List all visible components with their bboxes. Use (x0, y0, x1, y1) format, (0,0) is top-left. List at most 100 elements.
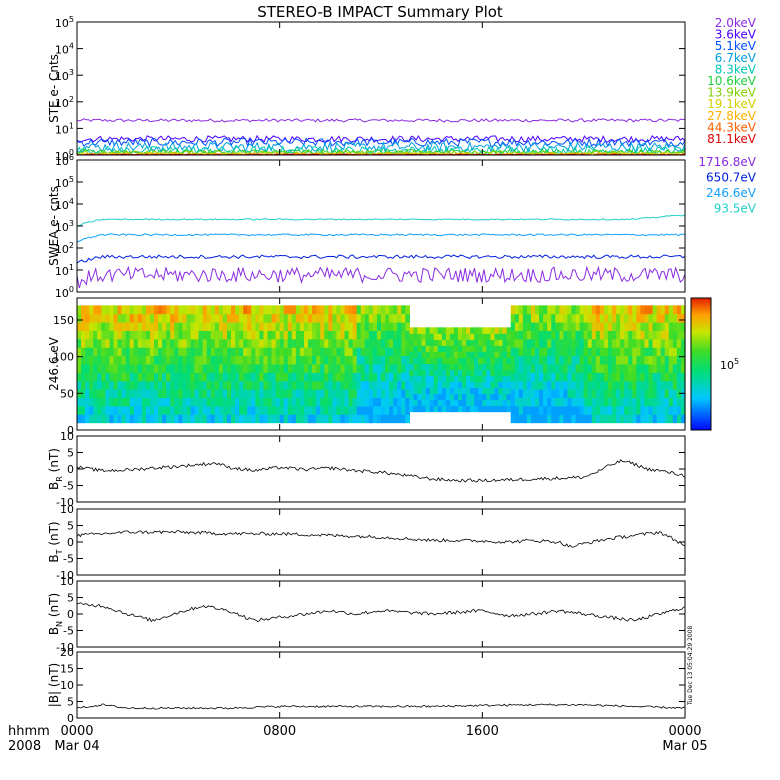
heatmap-cell (372, 380, 378, 390)
heatmap-cell (644, 322, 650, 331)
heatmap-cell (632, 330, 637, 340)
heatmap-cell (486, 387, 492, 395)
heatmap-cell (648, 347, 654, 357)
legend-entry-ste: 5.1keV (715, 39, 757, 53)
heatmap-cell (214, 347, 220, 357)
heatmap-cell (316, 330, 321, 340)
heatmap-cell (474, 387, 479, 395)
heatmap-cell (612, 355, 617, 365)
heatmap-cell (97, 397, 102, 407)
heatmap-cell (539, 405, 544, 415)
heatmap-cell (145, 372, 151, 382)
heatmap-cell (231, 364, 236, 373)
heatmap-cell (226, 397, 232, 407)
heatmap-cell (656, 405, 662, 415)
heatmap-cell (425, 369, 431, 377)
heatmap-cell (579, 322, 585, 331)
heatmap-cell (291, 347, 297, 357)
heatmap-cell (372, 405, 378, 415)
heatmap-cell (429, 333, 435, 340)
heatmap-cell (462, 333, 467, 340)
heatmap-cell (445, 375, 451, 383)
heatmap-cell (640, 313, 646, 323)
heatmap-cell (243, 313, 248, 323)
heatmap-cell (656, 313, 662, 323)
heatmap-cell (462, 351, 467, 358)
heatmap-cell (368, 355, 374, 365)
heatmap-cell (535, 405, 540, 415)
heatmap-cell (571, 405, 577, 415)
heatmap-cell (77, 330, 82, 340)
heatmap-cell (595, 397, 601, 407)
heatmap-cell (287, 347, 293, 357)
heatmap-cell (174, 338, 179, 348)
heatmap-cell (85, 322, 90, 331)
heatmap-cell (154, 397, 159, 407)
heatmap-cell (125, 330, 131, 340)
heatmap-cell (668, 405, 674, 415)
heatmap-cell (543, 347, 548, 357)
heatmap-cell (567, 405, 573, 415)
heatmap-cell (190, 380, 196, 390)
heatmap-cell (259, 414, 265, 424)
heatmap-cell (494, 363, 500, 370)
heatmap-cell (149, 364, 155, 373)
heatmap-cell (482, 405, 487, 413)
heatmap-cell (502, 393, 508, 401)
heatmap-cell (231, 389, 236, 399)
bn-frame (76, 580, 686, 648)
heatmap-cell (243, 397, 248, 407)
heatmap-cell (656, 372, 662, 382)
bt-ytick-label: 0 (67, 536, 74, 549)
heatmap-cell (595, 364, 601, 373)
heatmap-cell (251, 397, 256, 407)
heatmap-cell (287, 313, 293, 323)
heatmap-cell (182, 372, 188, 382)
heatmap-cell (129, 347, 135, 357)
heatmap-cell (445, 387, 451, 395)
legend-entry-swea: 1716.8eV (698, 155, 756, 169)
heatmap-cell (595, 322, 601, 331)
heatmap-cell (81, 305, 86, 315)
heatmap-cell (303, 372, 309, 382)
heatmap-cell (162, 305, 167, 315)
heatmap-cell (591, 330, 597, 340)
heatmap-cell (458, 381, 463, 389)
heatmap-cell (579, 338, 585, 348)
heatmap-cell (624, 313, 629, 323)
heatmap-cell (166, 313, 171, 323)
heatmap-cell (287, 372, 293, 382)
heatmap-cell (579, 389, 585, 399)
heatmap-cell (603, 380, 609, 390)
heatmap-cell (672, 330, 678, 340)
heatmap-cell (449, 381, 455, 389)
colorbar-segment (691, 383, 711, 387)
heatmap-cell (482, 363, 487, 370)
colorbar-segment (691, 311, 711, 314)
heatmap-cell (198, 322, 204, 331)
heatmap-cell (340, 389, 346, 399)
heatmap-cell (595, 347, 601, 357)
heatmap-cell (539, 305, 544, 315)
heatmap-cell (190, 313, 196, 323)
heatmap-cell (352, 397, 358, 407)
heatmap-cell (510, 313, 516, 323)
heatmap-cell (198, 380, 204, 390)
heatmap-cell (186, 347, 192, 357)
heatmap-cell (174, 355, 179, 365)
btot-ytick-label: 0 (67, 712, 74, 725)
heatmap-cell (336, 397, 342, 407)
heatmap-cell (97, 322, 102, 331)
heatmap-cell (324, 355, 329, 365)
heatmap-cell (89, 313, 94, 323)
heatmap-cell (170, 338, 175, 348)
heatmap-cell (81, 364, 86, 373)
heatmap-cell (239, 338, 244, 348)
heatmap-cell (154, 338, 159, 348)
heatmap-cell (466, 405, 471, 413)
heatmap-cell (190, 397, 196, 407)
heatmap-cell (336, 380, 342, 390)
heatmap-cell (636, 414, 642, 424)
heatmap-cell (417, 345, 423, 352)
heatmap-cell (425, 351, 431, 358)
